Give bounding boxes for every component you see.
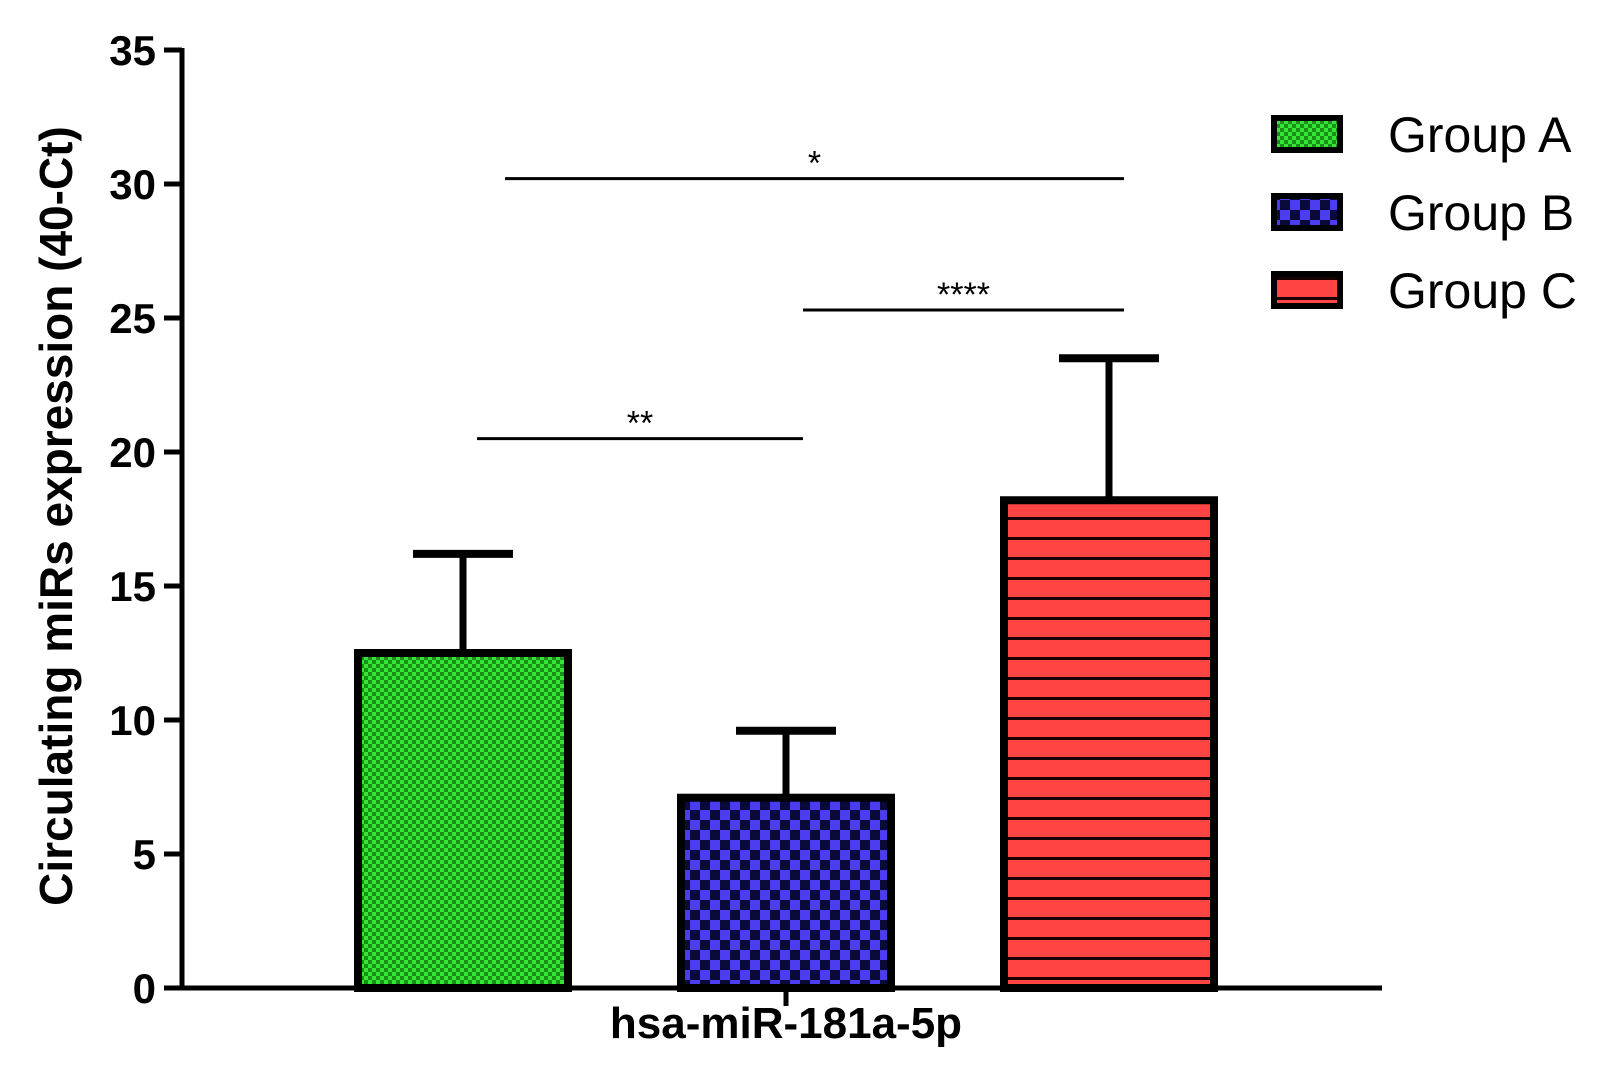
bar-group-a (354, 649, 572, 992)
y-axis: 0 5 10 15 20 25 30 35 (109, 27, 185, 1012)
y-tick-label: 0 (133, 965, 156, 1012)
bars-group (354, 354, 1218, 992)
legend: Group A Group B Group C (1271, 107, 1577, 319)
significance-label: **** (937, 276, 990, 314)
legend-label: Group B (1388, 185, 1574, 241)
y-tick-label: 30 (109, 161, 156, 208)
y-tick-label: 25 (109, 295, 156, 342)
bar-group-b (677, 793, 895, 992)
y-tick-label: 10 (109, 697, 156, 744)
legend-label: Group C (1388, 263, 1577, 319)
legend-label: Group A (1388, 107, 1572, 163)
significance-label: * (808, 145, 821, 183)
significance-label: ** (627, 405, 653, 443)
bar-group-c (1000, 496, 1218, 992)
category-label: hsa-miR-181a-5p (610, 999, 962, 1048)
legend-swatch (1271, 193, 1343, 231)
y-tick-label: 35 (109, 27, 156, 74)
legend-swatch (1271, 271, 1343, 309)
y-tick-label: 15 (109, 563, 156, 610)
y-tick-label: 5 (133, 831, 156, 878)
legend-swatch (1271, 115, 1343, 153)
significance-group: ******* (477, 145, 1124, 443)
y-tick-label: 20 (109, 429, 156, 476)
y-axis-label: Circulating miRs expression (40-Ct) (30, 126, 82, 906)
